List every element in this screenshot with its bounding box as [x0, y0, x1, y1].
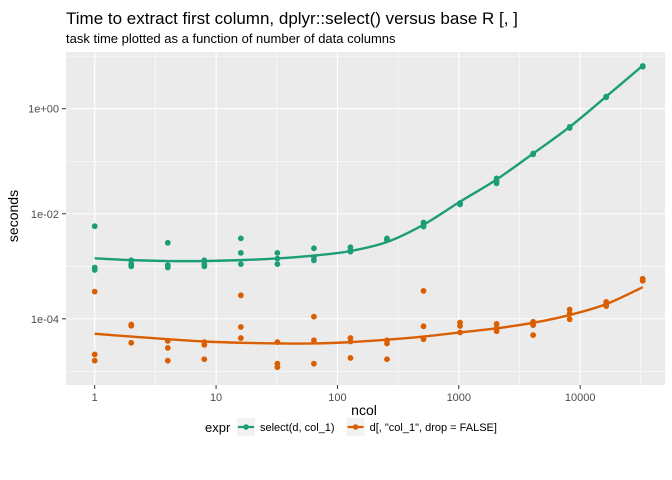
- data-point: [237, 235, 244, 242]
- x-tick-label: 10: [210, 392, 222, 404]
- data-point: [128, 322, 135, 329]
- data-point: [128, 339, 135, 346]
- data-point: [420, 323, 427, 330]
- data-point: [420, 288, 427, 294]
- data-point: [530, 332, 537, 339]
- data-point: [237, 249, 244, 256]
- chart-subtitle: task time plotted as a function of numbe…: [66, 31, 396, 46]
- data-point: [493, 328, 500, 335]
- smooth-line-1: [94, 64, 644, 263]
- data-point: [237, 261, 244, 268]
- data-point: [237, 324, 244, 330]
- data-point: [457, 323, 463, 329]
- legend-label: select(d, col_1): [260, 422, 335, 434]
- data-point: [128, 263, 135, 270]
- x-tick-label: 100: [328, 392, 346, 404]
- data-point: [311, 337, 317, 344]
- data-point: [201, 341, 208, 348]
- data-point: [311, 360, 317, 367]
- legend-item-2: d[, "col_1", drop = FALSE]: [346, 418, 497, 436]
- y-tick-label: 1e-02: [31, 209, 59, 221]
- x-tick-label: 10000: [565, 392, 596, 404]
- data-point: [493, 321, 500, 327]
- legend-label: d[, "col_1", drop = FALSE]: [370, 422, 497, 434]
- y-tick-label: 1e-04: [31, 314, 59, 326]
- legend-item-1: select(d, col_1): [237, 418, 335, 436]
- data-point: [639, 277, 646, 284]
- plot-panel: [66, 52, 665, 385]
- data-point: [237, 292, 244, 299]
- data-point: [311, 313, 317, 320]
- data-point: [164, 264, 171, 271]
- data-point: [164, 239, 171, 246]
- legend: expr select(d, col_1) d[, "col_1", drop = …: [205, 418, 497, 436]
- data-point: [201, 356, 208, 363]
- data-point: [237, 335, 244, 341]
- data-point: [91, 288, 98, 295]
- data-point: [493, 180, 500, 187]
- chart-title: Time to extract first column, dplyr::sel…: [66, 9, 518, 28]
- y-axis-title: seconds: [5, 190, 21, 242]
- data-point: [91, 351, 98, 358]
- x-axis: 1 10 100 1000 10000: [92, 385, 596, 404]
- data-point: [164, 357, 171, 364]
- data-point: [91, 223, 98, 230]
- data-point: [274, 249, 281, 256]
- data-point: [201, 263, 208, 270]
- data-point: [384, 340, 390, 347]
- legend-key-point: [243, 424, 249, 430]
- panel-background: [66, 52, 665, 385]
- data-point: [566, 316, 573, 323]
- data-point: [91, 357, 98, 364]
- x-axis-title: ncol: [351, 402, 377, 418]
- data-point: [347, 355, 354, 361]
- data-point: [311, 245, 317, 252]
- data-point: [384, 356, 390, 363]
- legend-key-point: [352, 424, 359, 430]
- x-tick-label: 1: [92, 392, 98, 404]
- data-point: [164, 344, 171, 351]
- data-point: [274, 364, 281, 371]
- data-point: [311, 257, 317, 264]
- data-point: [91, 267, 98, 273]
- y-axis: 1e-04 1e-02 1e+00: [28, 104, 66, 326]
- y-tick-label: 1e+00: [28, 104, 59, 116]
- data-point: [566, 306, 573, 313]
- x-tick-label: 1000: [447, 392, 471, 404]
- smooth-line-2: [94, 286, 644, 345]
- data-point: [274, 261, 281, 268]
- legend-title: expr: [205, 420, 231, 435]
